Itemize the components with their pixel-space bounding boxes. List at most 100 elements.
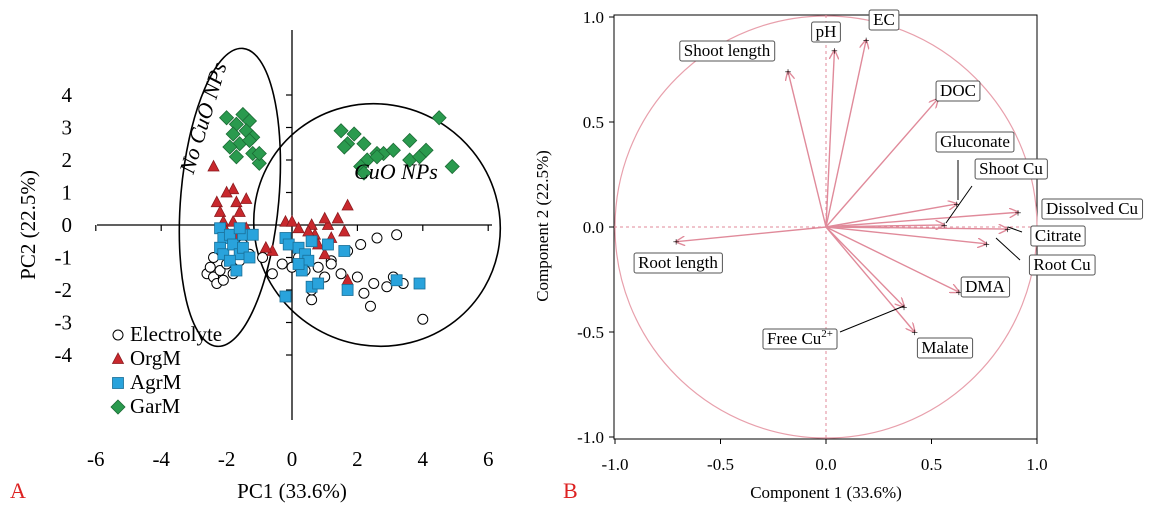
y-tick-label: 0.0 — [583, 218, 604, 237]
legend-item-electrolyte: Electrolyte — [112, 322, 222, 346]
legend-item-orgm: OrgM — [111, 346, 181, 370]
y-tick-label: 1 — [62, 181, 73, 205]
electrolyte-point — [368, 278, 380, 289]
loading-point-ec: + — [863, 33, 870, 47]
loading-point-gluconate: + — [953, 197, 960, 211]
loading-point-free-cu2-: + — [901, 300, 908, 314]
garm-point — [402, 132, 418, 149]
loading-arrow-root-length — [676, 226, 827, 242]
x-tick-label: -6 — [87, 447, 105, 471]
legend-item-garm: GarM — [110, 394, 180, 418]
orgm-point — [331, 211, 344, 224]
panel-b-loading-biplot: -1.0 -0.5 0.0 0.5 1.0 1.00.50.0-0.5-1.0 ++++… — [533, 8, 1144, 503]
electrolyte-point — [381, 281, 393, 293]
label-box — [762, 328, 838, 350]
electrolyte-point — [358, 287, 370, 299]
agrm-point — [230, 264, 243, 277]
y-axis-label: PC2 (22.5%) — [16, 170, 40, 280]
orgm-point — [259, 240, 273, 253]
loading-arrow-dissolved-cu — [825, 212, 1018, 228]
y-tick-label: 2 — [62, 148, 73, 172]
agrm-point — [237, 241, 249, 254]
y-tick-label: 0.5 — [583, 113, 604, 132]
label-text: Root Cu — [1033, 255, 1091, 274]
x-tick-label: 0.5 — [921, 455, 942, 474]
garm-point — [444, 158, 460, 175]
agrm-point — [246, 228, 259, 241]
agrm-point — [217, 248, 230, 261]
loading-label-malate: Malate — [916, 337, 974, 359]
electrolyte-point — [364, 300, 376, 312]
electrolyte-point — [208, 252, 220, 263]
loading-point-root-length: + — [673, 235, 680, 249]
series-agrm — [214, 222, 426, 303]
label-text: Shoot length — [684, 41, 771, 60]
x-tick-label: -2 — [218, 447, 236, 471]
legend-label: AgrM — [130, 370, 182, 394]
x-tick-label: 0 — [287, 447, 298, 471]
electrolyte-point — [355, 239, 367, 250]
garm-point — [251, 155, 267, 171]
legend-label: GarM — [130, 394, 180, 418]
electrolyte-point — [257, 252, 269, 263]
loading-label-root-cu: Root Cu — [995, 237, 1096, 276]
loading-label-ph: pH — [811, 21, 841, 43]
orgm-point — [318, 247, 331, 260]
electrolyte-point — [312, 261, 324, 273]
electrolyte-point — [306, 294, 318, 306]
label-text: Gluconate — [940, 132, 1010, 151]
y-ticks: 1.0 0.5 0.0 -0.5 -1.0 — [577, 8, 614, 447]
loading-arrow-ph — [825, 51, 834, 228]
loading-point-malate: + — [911, 325, 918, 339]
x-ticks: -6 -4 -2 0 2 4 6 — [87, 225, 493, 471]
orgm-point — [321, 218, 335, 230]
loading-point-root-cu: + — [983, 237, 990, 251]
x-axis-label: PC1 (33.6%) — [237, 479, 347, 503]
loading-arrow-root-cu — [825, 226, 986, 244]
orgm-point — [341, 198, 354, 211]
garm-point — [225, 126, 241, 142]
leader-line — [995, 237, 1021, 261]
loading-label-doc: DOC — [935, 80, 981, 102]
label-text: Citrate — [1035, 226, 1081, 245]
label-box — [974, 158, 1048, 180]
label-box — [1030, 225, 1086, 247]
x-tick-label: 4 — [418, 447, 429, 471]
y-tick-label: -1.0 — [577, 428, 604, 447]
loading-label-dma: DMA — [960, 276, 1011, 298]
orgm-point — [285, 214, 299, 227]
electrolyte-point — [335, 268, 347, 280]
label-text: Dissolved Cu — [1046, 199, 1139, 218]
orgm-point — [240, 192, 253, 204]
label-box — [935, 80, 981, 102]
agrm-point — [322, 238, 334, 251]
y-tick-label: -2 — [55, 278, 73, 302]
legend-marker — [110, 399, 126, 415]
label-text: DMA — [965, 277, 1005, 296]
agrm-point — [292, 258, 305, 270]
legend-marker — [111, 352, 125, 364]
y-tick-label: 1.0 — [583, 8, 604, 27]
loading-arrow-dma — [825, 226, 959, 292]
label-box — [1041, 198, 1144, 220]
electrolyte-point — [371, 232, 383, 244]
garm-point — [418, 142, 434, 158]
legend-marker — [112, 377, 124, 389]
garm-point — [431, 110, 447, 126]
loading-labels: Shoot length pH EC DOC Gluconate Shoot Cu Diss… — [633, 9, 1144, 359]
garm-point — [336, 139, 352, 155]
label-box — [1028, 254, 1096, 276]
loading-point-dma: + — [956, 285, 963, 299]
loading-label-citrate: Citrate — [1007, 225, 1086, 247]
label-box — [916, 337, 974, 359]
agrm-point — [338, 245, 351, 257]
label-box — [633, 252, 723, 274]
orgm-point — [210, 195, 223, 208]
loading-label-root-length: Root length — [633, 252, 723, 274]
garm-point — [241, 132, 258, 149]
agrm-point — [223, 254, 236, 267]
x-tick-label: -4 — [152, 447, 170, 471]
label-box — [960, 276, 1011, 298]
